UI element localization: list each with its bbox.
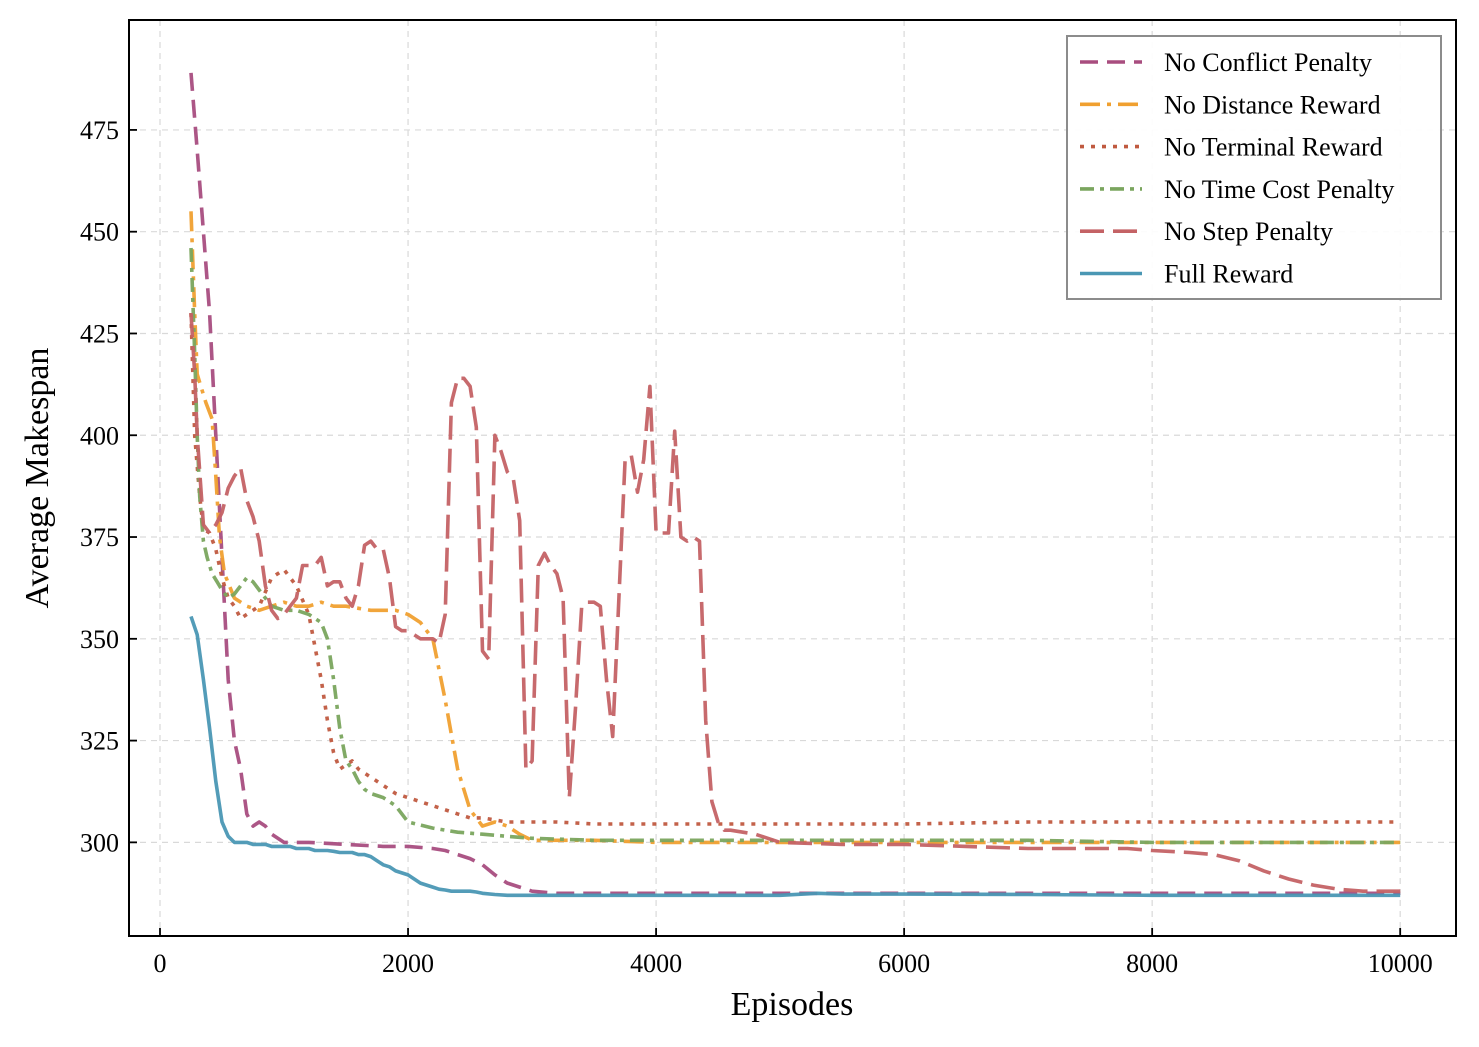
- legend: No Conflict Penalty No Distance Reward No …: [1066, 35, 1442, 300]
- plot-frame: [128, 19, 1457, 937]
- legend-box: [1066, 35, 1442, 300]
- legend-label: No Terminal Reward: [1164, 133, 1383, 162]
- y-tick-label: 375: [80, 523, 119, 552]
- series-line-no-distance-reward: [189, 211, 1401, 845]
- y-tick-label: 400: [80, 421, 119, 450]
- x-tick-label: 10000: [1368, 949, 1433, 978]
- y-tick-label: 350: [80, 625, 119, 654]
- series-line-no-conflict-penalty: [189, 72, 1401, 896]
- legend-label: No Time Cost Penalty: [1164, 175, 1394, 204]
- x-tick-label: 4000: [630, 949, 682, 978]
- y-tick-label: 425: [80, 319, 119, 348]
- y-tick-label: 475: [80, 116, 119, 145]
- legend-label: No Step Penalty: [1164, 217, 1333, 246]
- x-axis-title: Episodes: [731, 986, 854, 1023]
- legend-label: No Distance Reward: [1164, 90, 1381, 119]
- series-line-full-reward: [189, 615, 1401, 898]
- x-tick-label: 2000: [382, 949, 434, 978]
- y-tick-label: 450: [80, 218, 119, 247]
- y-tick-label: 300: [80, 828, 119, 857]
- legend-label: No Conflict Penalty: [1164, 48, 1372, 77]
- ticks: 0 2000 4000 6000 8000 10000 300 325 350 375 400 425…: [80, 116, 1433, 978]
- series-line-no-time-cost-penalty: [189, 247, 1401, 845]
- x-tick-label: 8000: [1126, 949, 1178, 978]
- x-tick-label: 0: [154, 949, 167, 978]
- series-layer: [189, 72, 1401, 898]
- y-tick-label: 325: [80, 727, 119, 756]
- y-axis-title: Average Makespan: [19, 348, 56, 609]
- series-line-no-step-penalty: [189, 312, 1401, 894]
- x-tick-label: 6000: [878, 949, 930, 978]
- legend-label: Full Reward: [1164, 260, 1293, 289]
- series-line-no-terminal-reward: [189, 313, 1401, 826]
